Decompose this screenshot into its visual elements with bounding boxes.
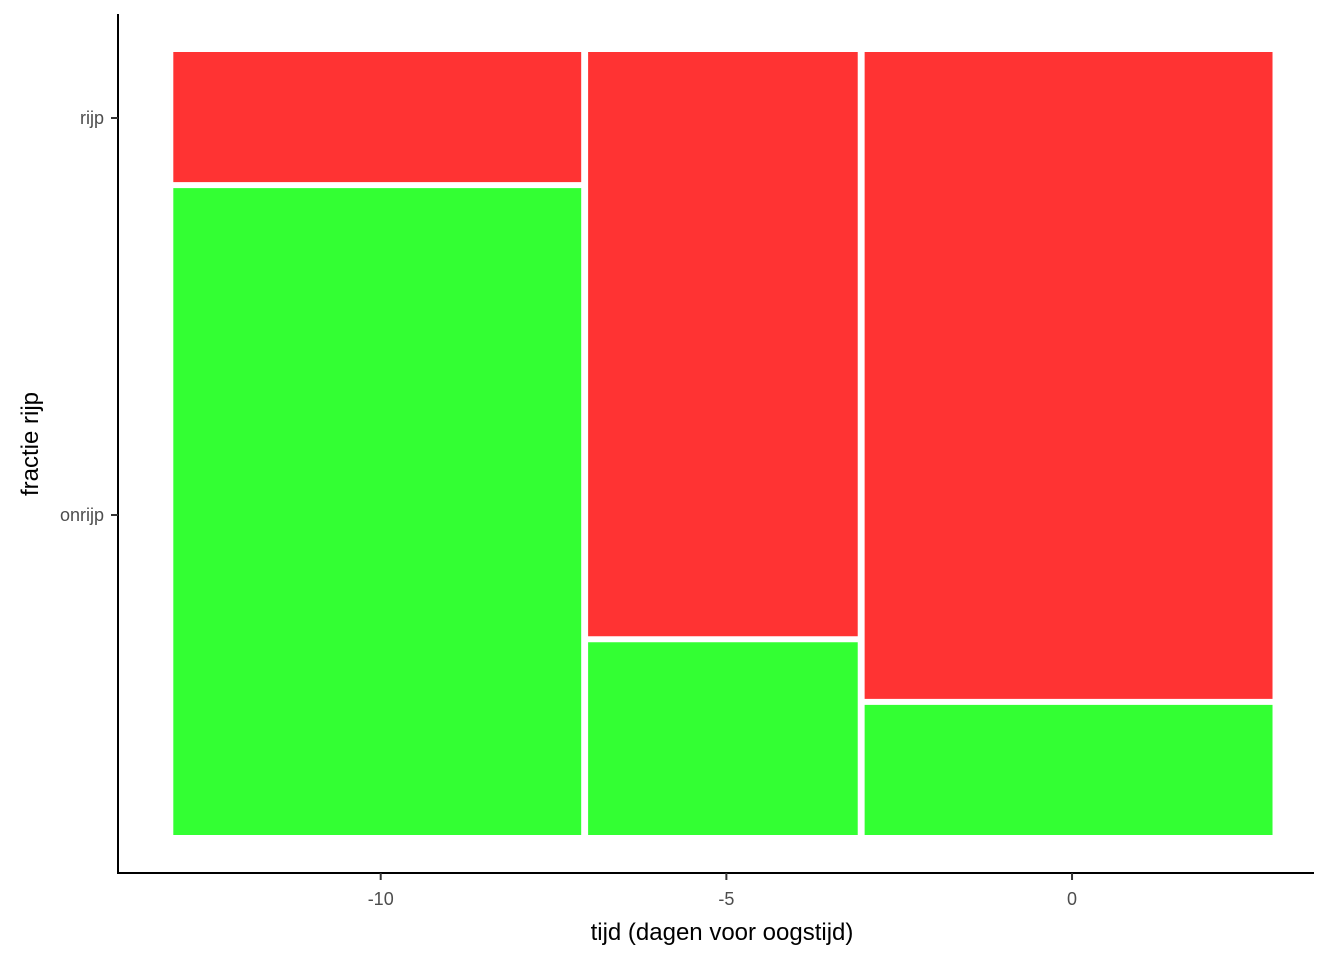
y-axis-title: fractie rijp <box>17 392 44 496</box>
tile-rijp-col1 <box>173 52 582 183</box>
y-tick-label: onrijp <box>60 505 104 525</box>
x-tick-label: -5 <box>718 889 734 909</box>
x-tick-label: -10 <box>368 889 394 909</box>
y-tick-label: rijp <box>80 108 104 128</box>
y-axis-ticks: onrijp rijp <box>60 108 118 525</box>
mosaic-tiles <box>173 52 1273 836</box>
tile-onrijp-col1 <box>173 188 582 836</box>
tile-rijp-col3 <box>864 52 1273 699</box>
tile-onrijp-col3 <box>864 704 1273 835</box>
x-tick-label: 0 <box>1067 889 1077 909</box>
x-axis-ticks: -10 -5 0 <box>368 873 1077 909</box>
tile-onrijp-col2 <box>588 642 858 835</box>
x-axis-title: tijd (dagen voor oogstijd) <box>591 919 854 946</box>
tile-rijp-col2 <box>588 52 858 637</box>
